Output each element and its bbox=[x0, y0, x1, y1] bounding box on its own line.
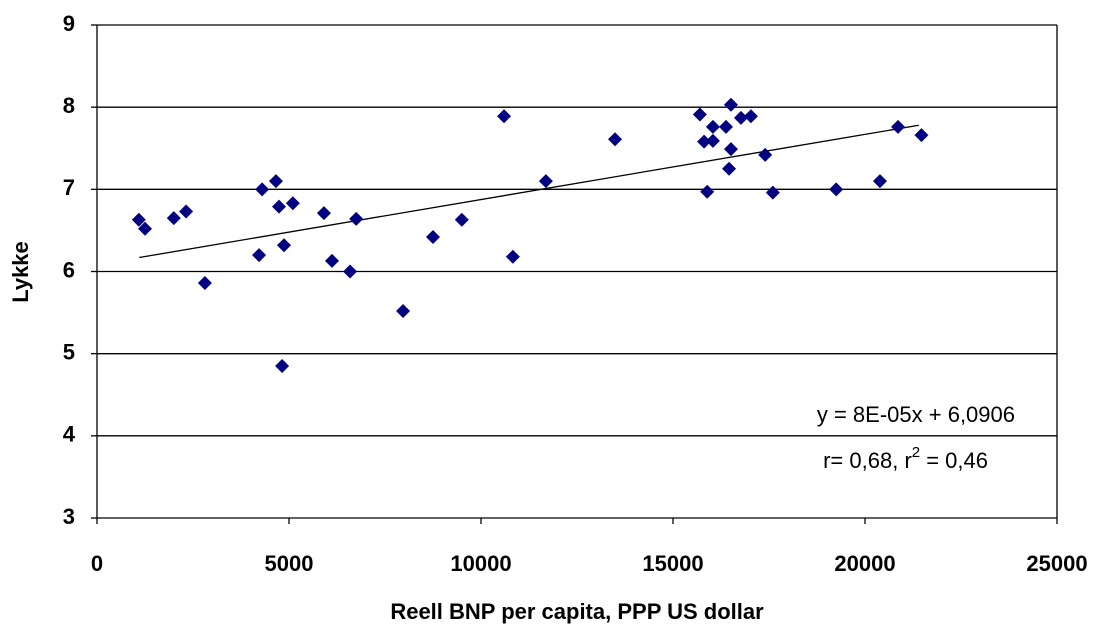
x-tick-label: 10000 bbox=[450, 551, 511, 576]
y-tick-label: 3 bbox=[63, 504, 75, 529]
point bbox=[608, 132, 623, 147]
corr-b: = 0,46 bbox=[920, 448, 988, 473]
point bbox=[705, 119, 720, 134]
point bbox=[872, 174, 887, 189]
point bbox=[454, 212, 469, 227]
point bbox=[426, 229, 440, 244]
x-tick-label: 25000 bbox=[1026, 551, 1087, 576]
correlation: r= 0,68, r2 = 0,46 bbox=[823, 444, 988, 473]
point bbox=[316, 206, 331, 221]
point bbox=[505, 249, 520, 264]
y-tick-label: 9 bbox=[63, 11, 75, 36]
point bbox=[252, 248, 267, 263]
point bbox=[700, 184, 715, 199]
point bbox=[914, 128, 929, 143]
point bbox=[166, 211, 181, 226]
point bbox=[272, 199, 287, 214]
point bbox=[891, 119, 906, 134]
point bbox=[723, 97, 738, 112]
point bbox=[285, 196, 300, 211]
point bbox=[325, 253, 340, 268]
point bbox=[138, 221, 152, 236]
point bbox=[275, 358, 290, 373]
point bbox=[538, 174, 553, 189]
point bbox=[733, 110, 748, 125]
point bbox=[743, 109, 758, 124]
x-tick-label: 20000 bbox=[834, 551, 895, 576]
point bbox=[255, 182, 270, 197]
point bbox=[197, 276, 212, 291]
point bbox=[497, 109, 512, 124]
point bbox=[722, 161, 737, 176]
y-tick-label: 8 bbox=[63, 93, 75, 118]
corr-a: r= 0,68, r bbox=[823, 448, 912, 473]
y-tick-label: 6 bbox=[63, 257, 75, 282]
y-tick-label: 5 bbox=[63, 339, 75, 364]
point bbox=[718, 119, 733, 134]
point bbox=[705, 133, 720, 148]
x-axis-title: Reell BNP per capita, PPP US dollar bbox=[390, 599, 764, 624]
y-axis-title: Lykke bbox=[8, 241, 33, 303]
y-tick-label: 7 bbox=[63, 175, 75, 200]
point bbox=[396, 303, 411, 318]
equation: y = 8E-05x + 6,0906 bbox=[817, 402, 1015, 427]
point bbox=[268, 174, 283, 189]
point bbox=[765, 185, 780, 200]
point bbox=[179, 204, 194, 219]
y-tick-label: 4 bbox=[63, 422, 76, 447]
point bbox=[277, 238, 292, 253]
x-tick-label: 5000 bbox=[265, 551, 314, 576]
point bbox=[349, 211, 364, 226]
point bbox=[692, 107, 707, 122]
point bbox=[131, 212, 146, 227]
trendline bbox=[139, 124, 919, 259]
point bbox=[758, 147, 773, 162]
x-tick-label: 15000 bbox=[642, 551, 703, 576]
point bbox=[343, 264, 358, 279]
point bbox=[697, 134, 712, 149]
point bbox=[723, 142, 738, 157]
x-tick-label: 0 bbox=[91, 551, 103, 576]
corr-sup: 2 bbox=[912, 444, 920, 461]
point bbox=[829, 182, 844, 197]
